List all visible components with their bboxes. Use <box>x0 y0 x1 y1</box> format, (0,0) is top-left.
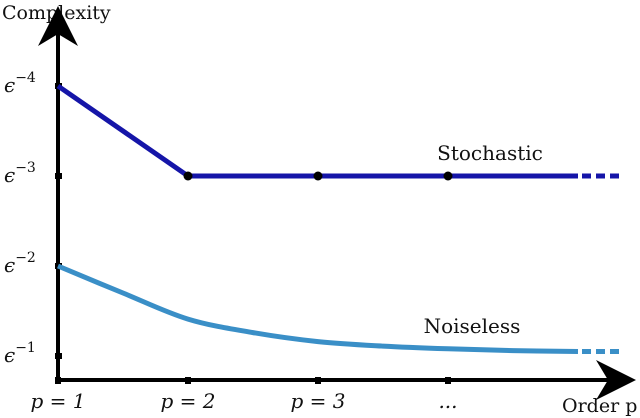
x-tick-mark <box>55 377 61 384</box>
y-tick-mark <box>55 173 62 179</box>
series-group: Stochastic Noiseless <box>56 83 624 354</box>
x-tick-mark <box>315 377 321 384</box>
x-tick-label: p = 3 <box>291 389 346 413</box>
series-label-noiseless: Noiseless <box>424 314 521 338</box>
x-tick-label: ... <box>438 389 457 413</box>
y-ticks: ϵ−1 ϵ−2 ϵ−3 ϵ−4 <box>4 70 62 367</box>
y-tick-label: ϵ−1 <box>4 340 36 367</box>
x-axis-label: Order p <box>562 395 637 417</box>
y-tick-label: ϵ−4 <box>4 70 36 97</box>
y-tick-label: ϵ−2 <box>4 250 36 277</box>
x-tick-mark <box>445 377 451 384</box>
x-tick-label: p = 2 <box>161 389 216 413</box>
series-label-stochastic: Stochastic <box>437 141 543 165</box>
y-tick-label: ϵ−3 <box>4 160 36 187</box>
data-point <box>443 171 453 181</box>
data-point <box>313 171 323 181</box>
x-ticks: p = 1 p = 2 p = 3... <box>31 377 458 413</box>
y-axis-label: Complexity <box>2 2 111 24</box>
x-tick-mark <box>185 377 191 384</box>
data-point <box>183 171 193 181</box>
y-tick-mark <box>55 353 62 359</box>
x-tick-label: p = 1 <box>31 389 86 413</box>
series-line-noiseless <box>57 263 579 354</box>
